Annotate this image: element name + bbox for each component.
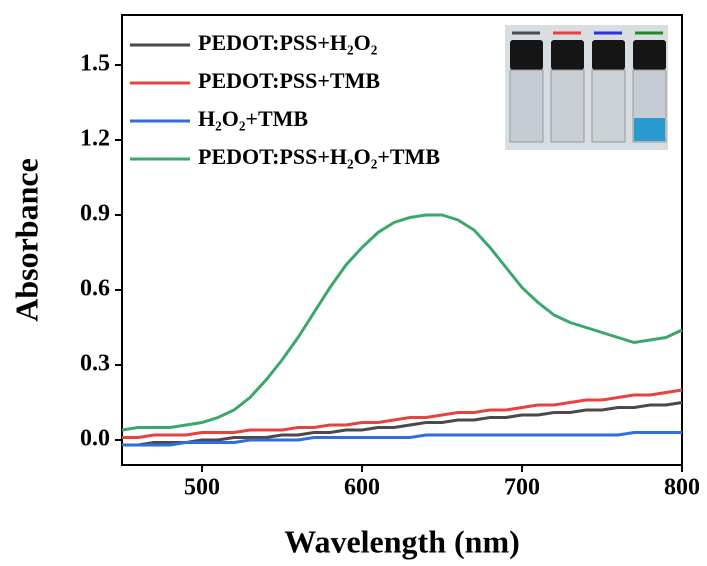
vial-cap (551, 40, 584, 70)
inset-photo (505, 25, 668, 150)
plot-frame (121, 14, 683, 466)
x-tick-label: 800 (664, 475, 700, 501)
legend-label: PEDOT:PSS+TMB (198, 68, 380, 93)
x-tick-label: 700 (504, 475, 540, 501)
series-line (122, 431, 682, 447)
y-tick-label: 1.2 (80, 126, 110, 152)
y-tick-label: 0.9 (80, 201, 110, 227)
legend-label: PEDOT:PSS+H₂O₂+TMB (198, 144, 440, 169)
y-tick-label: 1.5 (80, 51, 110, 77)
series-line (122, 388, 683, 439)
y-axis-label: Absorbance (8, 158, 44, 322)
vial (509, 69, 544, 143)
series-line (122, 401, 683, 447)
y-tick-label: 0.6 (80, 276, 110, 302)
x-axis-label: Wavelength (nm) (284, 523, 520, 559)
x-tick-label: 500 (184, 475, 220, 501)
y-tick-label: 0.0 (80, 426, 110, 452)
vial (591, 69, 626, 143)
vial-cap (592, 40, 625, 70)
y-tick-label: 0.3 (80, 351, 110, 377)
legend-label: H₂O₂+TMB (198, 106, 308, 131)
series-line (121, 213, 683, 432)
vial-cap (510, 40, 543, 70)
vial-cap (633, 40, 666, 70)
legend-label: PEDOT:PSS+H₂O₂ (198, 30, 378, 55)
vial-solution (634, 118, 665, 141)
x-tick-label: 600 (344, 475, 380, 501)
vial (550, 69, 585, 143)
